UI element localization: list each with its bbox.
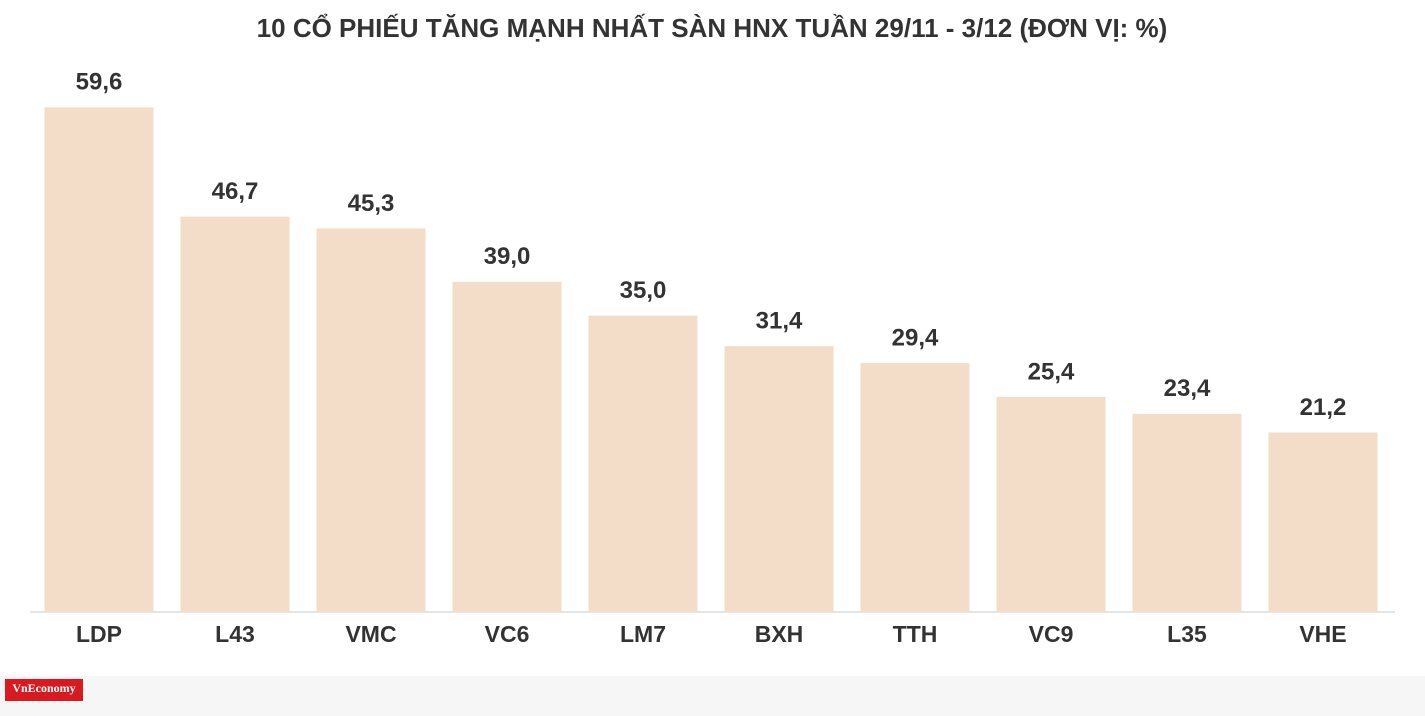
bar [1268, 432, 1378, 612]
x-tick-label: TTH [893, 621, 938, 647]
bar [588, 315, 698, 612]
bar [860, 363, 970, 612]
bar [44, 107, 154, 613]
bar [180, 216, 290, 612]
value-label: 23,4 [1164, 375, 1211, 402]
bar [316, 228, 426, 612]
value-label: 31,4 [756, 307, 803, 334]
x-tick-label: BXH [755, 621, 804, 647]
bar [724, 346, 834, 612]
value-label: 29,4 [892, 324, 939, 351]
x-tick-label: LDP [76, 621, 122, 647]
value-label: 45,3 [348, 190, 395, 217]
bar [452, 281, 562, 612]
logo-text: VnEconomy [12, 681, 75, 695]
value-label: 59,6 [76, 69, 123, 96]
x-tick-label: LM7 [620, 621, 666, 647]
chart-title: 10 CỔ PHIẾU TĂNG MẠNH NHẤT SÀN HNX TUẦN … [257, 13, 1168, 43]
value-label: 39,0 [484, 243, 531, 270]
x-tick-label: VHE [1299, 621, 1346, 647]
x-tick-label: VC9 [1029, 621, 1074, 647]
x-tick-label: L43 [215, 621, 255, 647]
value-label: 21,2 [1300, 394, 1347, 421]
value-label: 46,7 [212, 178, 259, 205]
footer-band [0, 676, 1425, 716]
bar [1132, 413, 1242, 612]
bar [996, 396, 1106, 612]
logo-box [5, 679, 83, 701]
x-tick-label: L35 [1167, 621, 1207, 647]
x-tick-label: VC6 [485, 621, 530, 647]
value-label: 25,4 [1028, 358, 1075, 385]
x-tick-label: VMC [345, 621, 396, 647]
value-label: 35,0 [620, 277, 667, 304]
